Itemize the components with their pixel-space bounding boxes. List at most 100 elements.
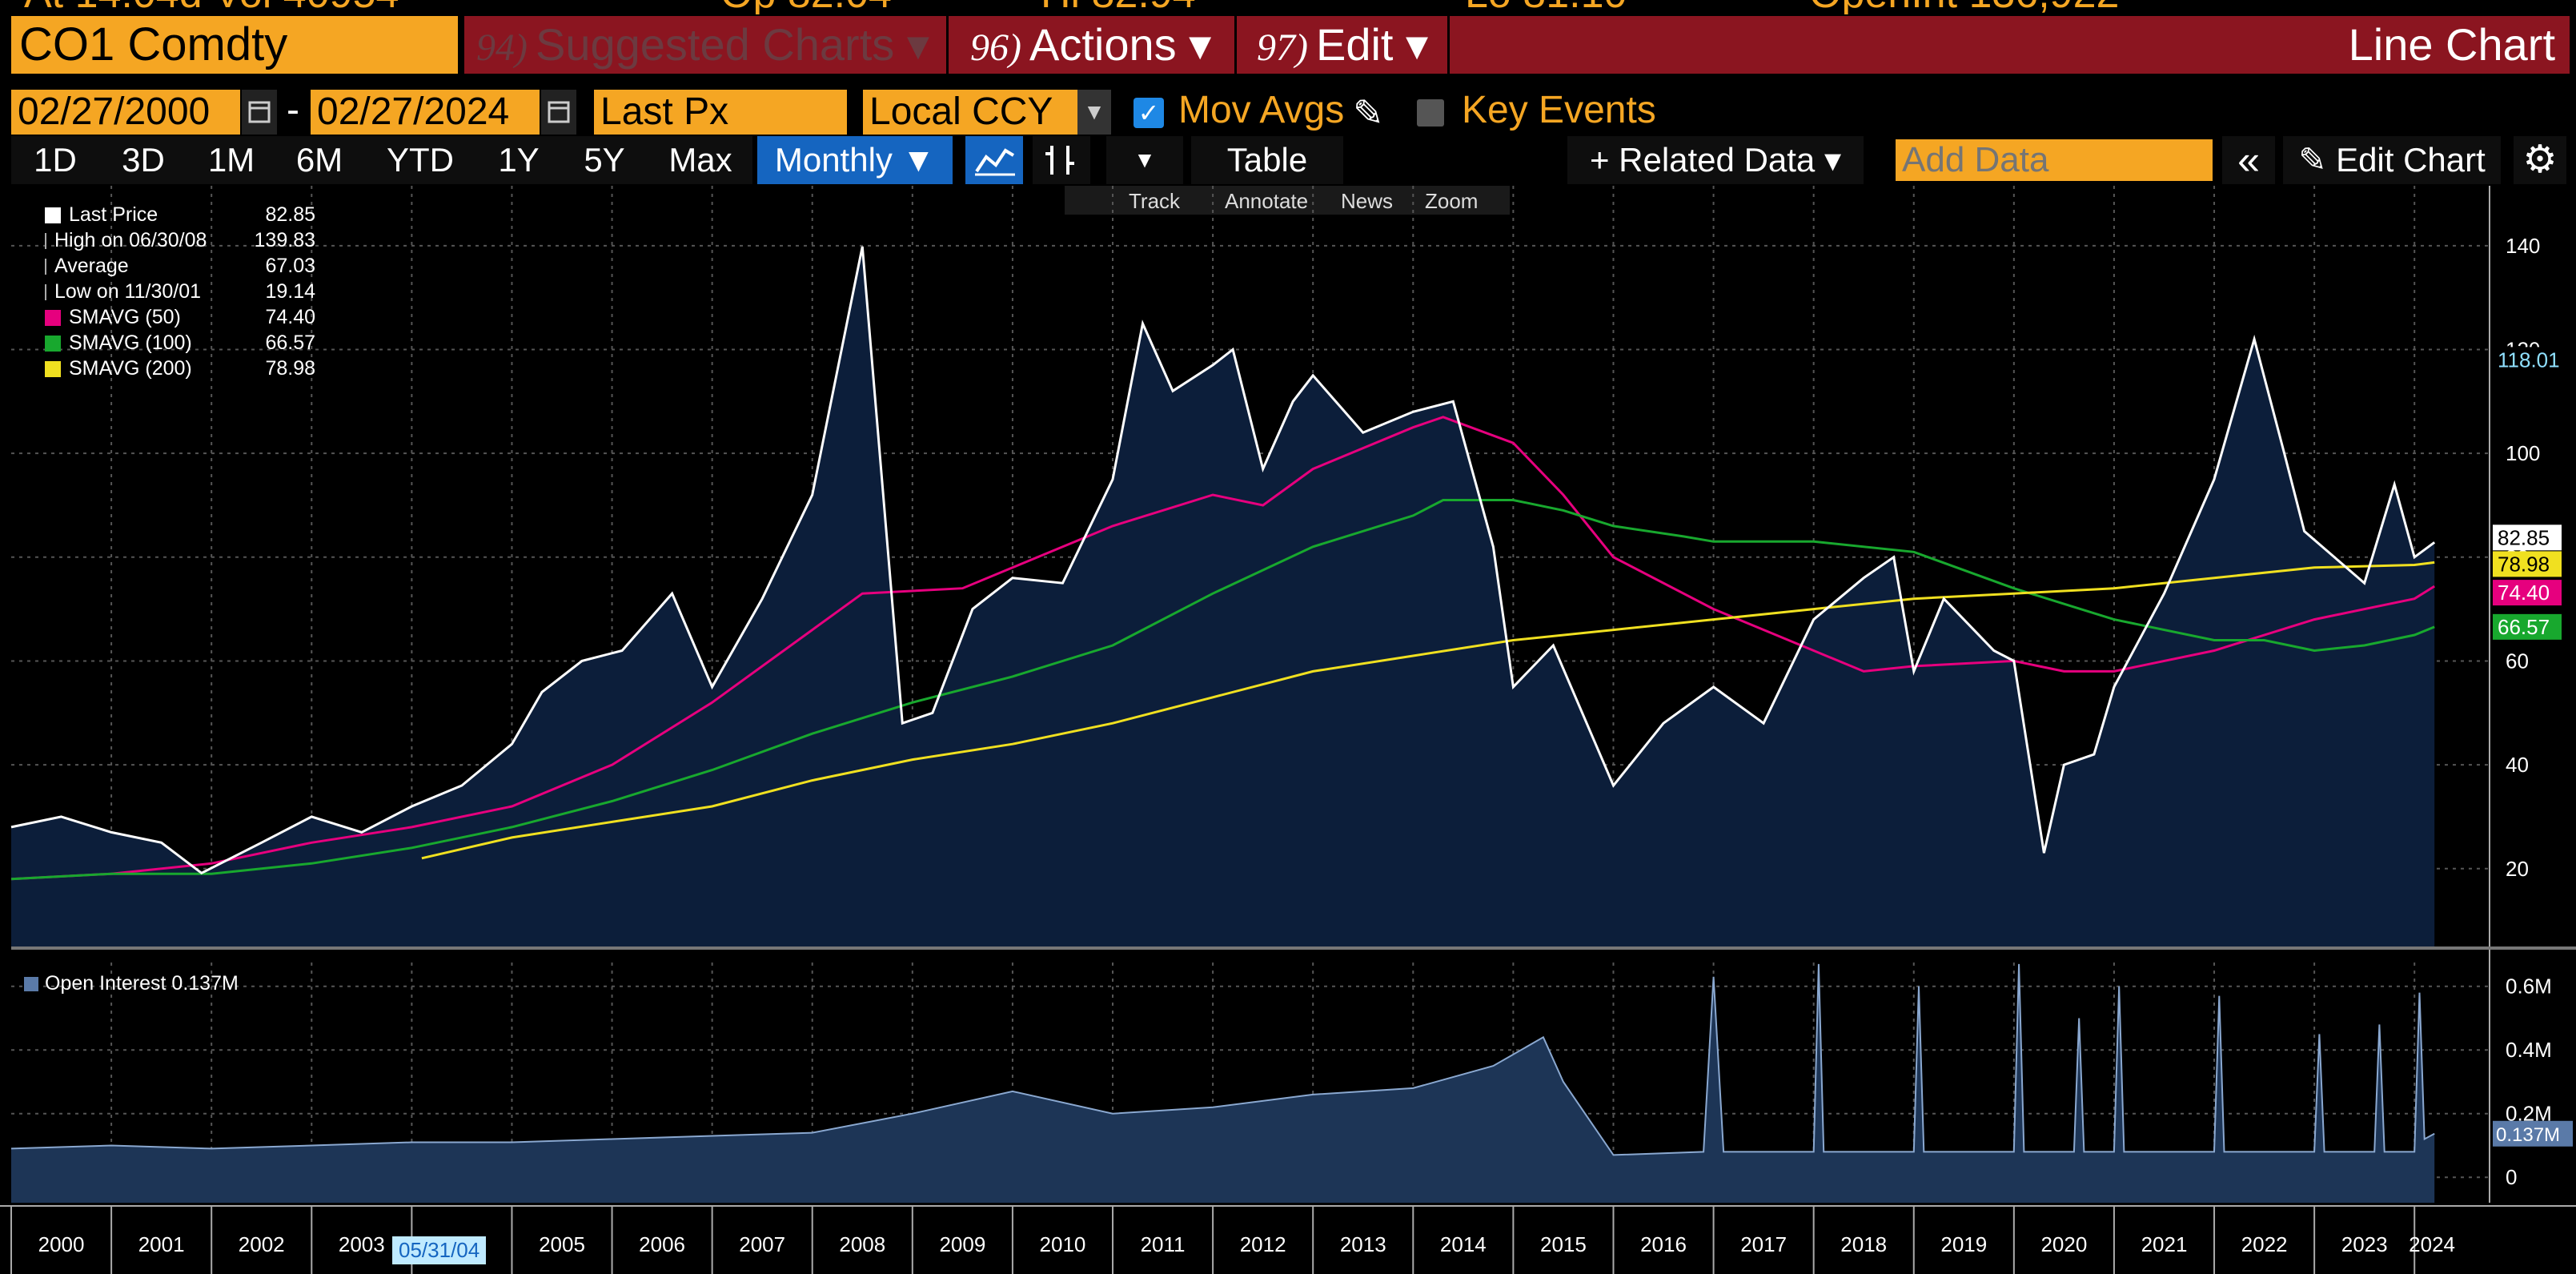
x-tick-label: 2019: [1940, 1232, 1987, 1256]
range-5y[interactable]: 5Y: [560, 136, 648, 184]
legend-item: SMAVG (200) 78.98: [19, 356, 315, 381]
x-tick-label: 2021: [2141, 1232, 2188, 1256]
legend-item: High on 06/30/08 139.83: [19, 227, 315, 253]
suggested-charts-number: 94): [476, 26, 528, 69]
quote-strip-cutoff: At 14:04d Vol 40954 Op 82.04 Hi 82.94 Lo…: [0, 0, 2576, 14]
range-3d[interactable]: 3D: [99, 136, 187, 184]
period-monthly-select[interactable]: Monthly ▼: [757, 136, 953, 184]
cursor-date-label: 05/31/04: [392, 1236, 487, 1264]
tool-zoom[interactable]: Zoom: [1425, 189, 1478, 213]
calendar-icon[interactable]: [541, 90, 576, 135]
legend-value: 19.14: [265, 280, 315, 303]
x-tick-label: 2014: [1440, 1232, 1487, 1256]
chart-type-title: Line Chart: [2348, 19, 2555, 70]
oi-y-tick-label: 0: [2506, 1165, 2517, 1189]
x-tick-label: 2018: [1840, 1232, 1887, 1256]
table-button[interactable]: Table: [1191, 136, 1343, 184]
x-tick-label: 2024: [2409, 1232, 2455, 1256]
related-data-button[interactable]: + Related Data ▾: [1567, 136, 1864, 184]
end-date-field[interactable]: 02/27/2024: [311, 90, 540, 135]
collapse-left-icon[interactable]: «: [2222, 136, 2275, 184]
legend-value: 66.57: [265, 332, 315, 354]
last-value-label: 118.01: [2498, 348, 2560, 372]
tool-news[interactable]: News: [1341, 189, 1393, 213]
series-line-last-price: [10, 246, 2436, 875]
legend-swatch: [45, 284, 46, 300]
legend-item: Average 67.03: [19, 253, 315, 279]
x-tick-label: 2008: [839, 1232, 885, 1256]
edit-chart-button[interactable]: ✎ Edit Chart: [2283, 136, 2501, 184]
open-interest-legend-label: Open Interest 0.137M: [45, 972, 239, 995]
x-tick-label: 2000: [38, 1232, 85, 1256]
range-6m[interactable]: 6M: [275, 136, 363, 184]
edit-menu[interactable]: 97) Edit ▾: [1257, 16, 1428, 74]
currency-select[interactable]: Local CCY: [863, 90, 1077, 135]
price-area: [11, 246, 2435, 946]
pencil-icon: ✎: [2298, 141, 2337, 179]
legend-label: Last Price: [69, 203, 158, 226]
x-tick-label: 2007: [739, 1232, 785, 1256]
y-tick-label: 140: [2506, 234, 2540, 258]
suggested-charts-menu[interactable]: 94) Suggested Charts ▾: [476, 16, 929, 74]
last-value-label: 74.40: [2498, 581, 2550, 605]
x-tick-label: 2011: [1141, 1232, 1186, 1256]
range-1y[interactable]: 1Y: [477, 136, 560, 184]
series-line-smavg-50-: [10, 416, 2435, 881]
calendar-icon[interactable]: [242, 90, 277, 135]
chart-style-dropdown-icon[interactable]: ▼: [1106, 136, 1183, 184]
add-data-input[interactable]: [1896, 139, 2213, 181]
legend-value: 82.85: [265, 203, 315, 226]
range-1d[interactable]: 1D: [11, 136, 99, 184]
mov-avgs-checkbox[interactable]: ✓: [1134, 98, 1164, 128]
line-chart-icon[interactable]: [965, 136, 1023, 184]
legend-item: SMAVG (50) 74.40: [19, 304, 315, 330]
legend-value: 139.83: [254, 229, 315, 251]
edit-chart-label: Edit Chart: [2336, 141, 2486, 179]
pencil-icon[interactable]: ✎: [1353, 92, 1384, 134]
last-value-box: [2493, 524, 2562, 551]
menu-bar: [464, 16, 2570, 74]
chevron-down-icon[interactable]: ▼: [1077, 90, 1111, 135]
x-tick-label: 2012: [1240, 1232, 1286, 1256]
legend-swatch: [45, 259, 46, 275]
last-value-box: [2493, 347, 2562, 373]
start-date-field[interactable]: 02/27/2000: [11, 90, 240, 135]
menu-divider: [1234, 16, 1237, 74]
last-value-label: 66.57: [2498, 615, 2550, 639]
chart-tool-strip: Track Annotate News Zoom: [1065, 186, 1510, 215]
legend-value: 67.03: [265, 255, 315, 277]
range-ytd[interactable]: YTD: [363, 136, 477, 184]
y-tick-label: 60: [2506, 649, 2529, 673]
legend-swatch: [45, 310, 61, 326]
quote-strip-b: Op 82.04: [720, 0, 892, 14]
legend-item: Last Price 82.85: [19, 202, 315, 227]
y-tick-label: 20: [2506, 857, 2529, 881]
oi-area: [11, 963, 2435, 1203]
tool-track[interactable]: Track: [1129, 189, 1181, 213]
legend-swatch: [45, 207, 61, 223]
oi-y-tick-label: 0.4M: [2506, 1038, 2552, 1062]
key-events-checkbox[interactable]: [1417, 99, 1444, 127]
legend-value: 74.40: [265, 306, 315, 328]
actions-menu[interactable]: 96) Actions ▾: [970, 16, 1211, 74]
legend-label: SMAVG (100): [69, 332, 192, 354]
y-tick-label: 40: [2506, 753, 2529, 777]
oi-last-value-label: 0.137M: [2496, 1124, 2560, 1146]
x-tick-label: 2015: [1540, 1232, 1587, 1256]
ohlc-bars-icon[interactable]: [1033, 136, 1090, 184]
x-tick-label: 2001: [138, 1232, 185, 1256]
security-ticker-field[interactable]: CO1 Comdty: [11, 16, 458, 74]
range-max[interactable]: Max: [648, 136, 752, 184]
range-1m[interactable]: 1M: [187, 136, 275, 184]
tool-annotate[interactable]: Annotate: [1225, 189, 1308, 213]
legend-value: 78.98: [265, 357, 315, 380]
x-tick-label: 2016: [1640, 1232, 1687, 1256]
price-field-select[interactable]: Last Px: [594, 90, 847, 135]
x-tick-label: 2013: [1340, 1232, 1386, 1256]
oi-y-tick-label: 0.6M: [2506, 975, 2552, 999]
last-value-box: [2493, 580, 2562, 606]
legend-item: Low on 11/30/01 19.14: [19, 279, 315, 304]
gear-icon[interactable]: ⚙: [2514, 136, 2566, 184]
